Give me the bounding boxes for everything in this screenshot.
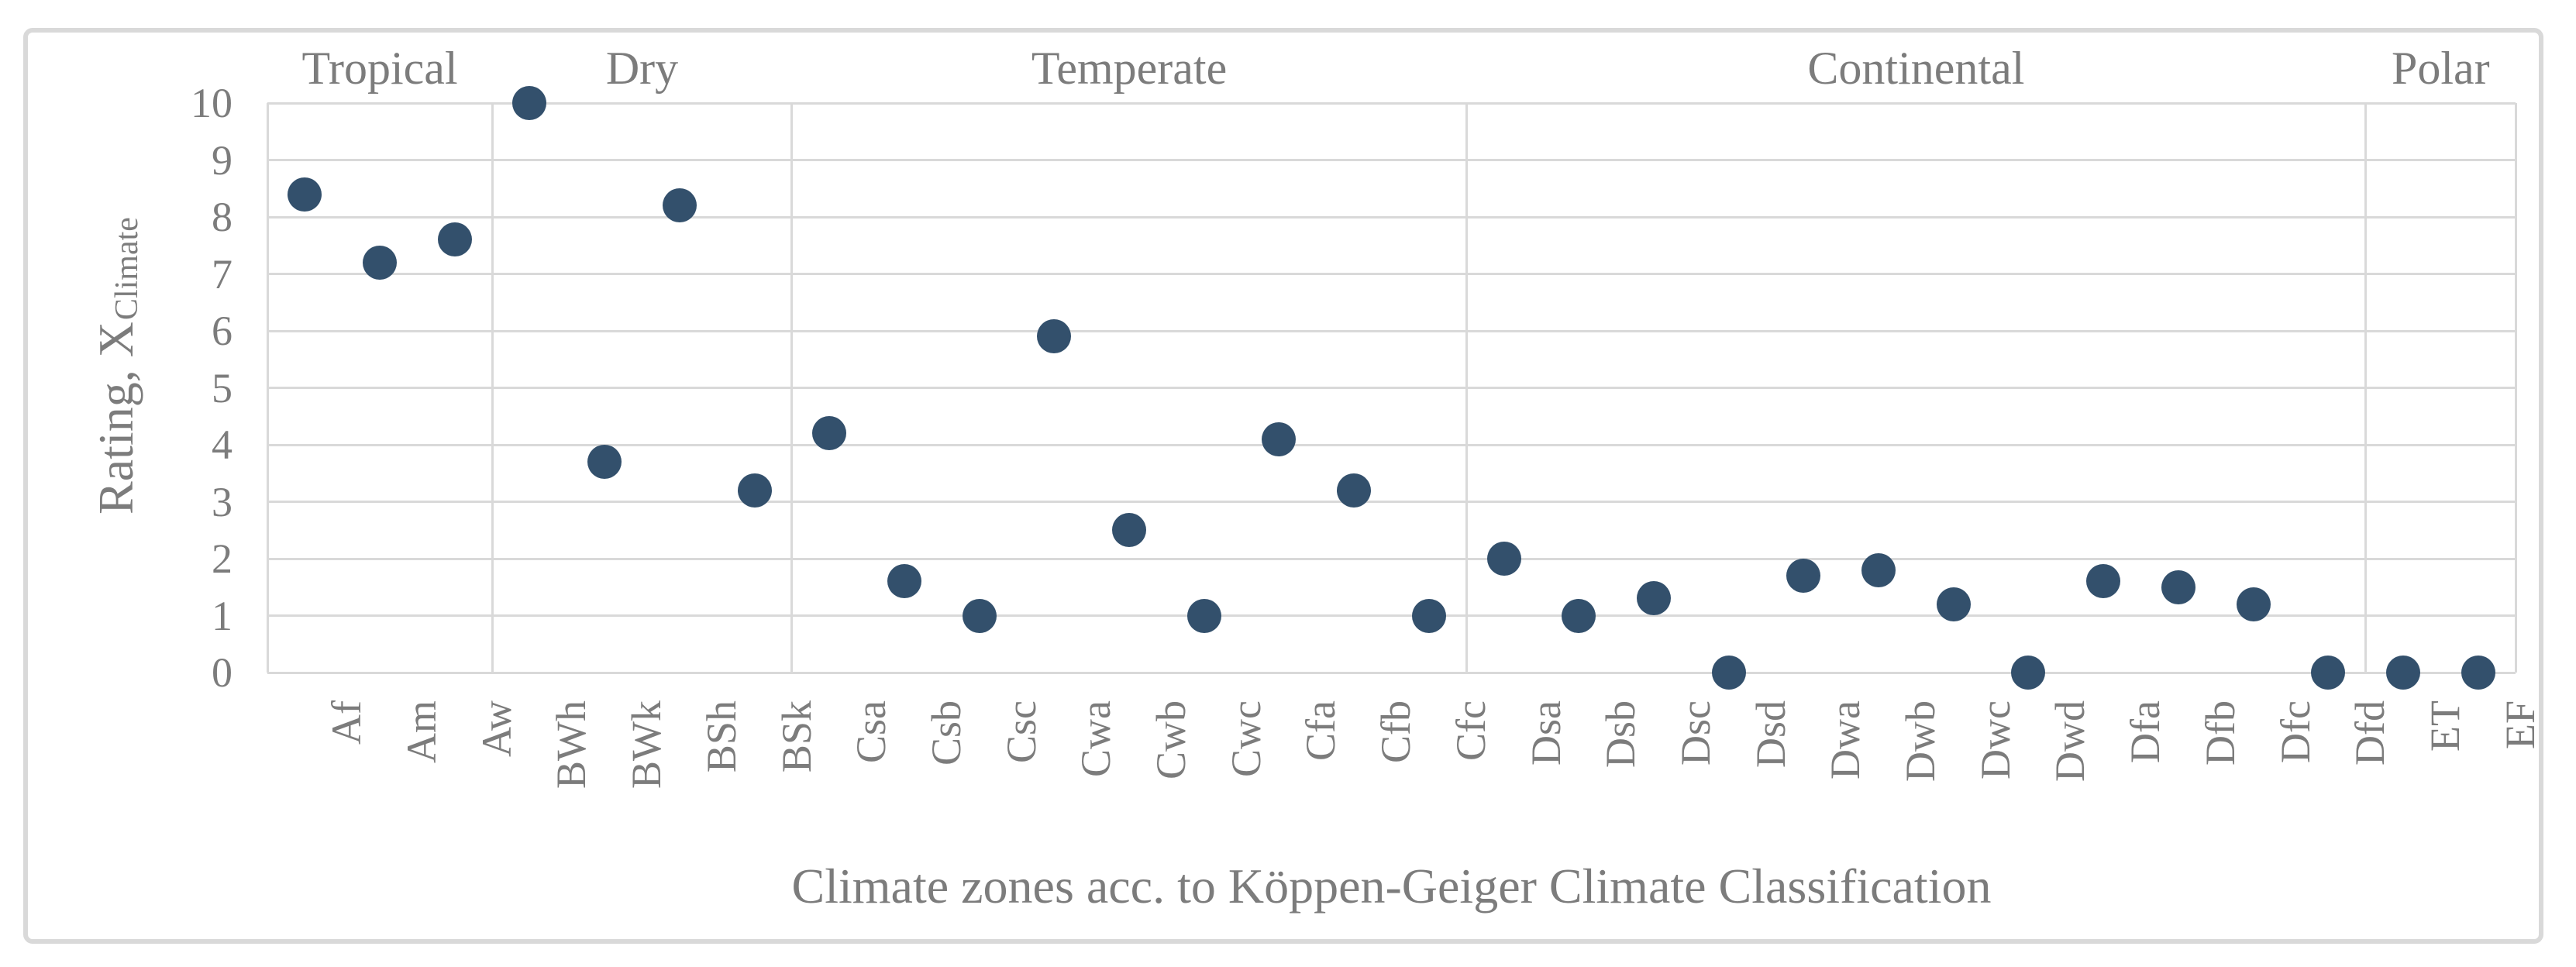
x-tick-label: Csa xyxy=(848,700,895,763)
x-tick-label: BWk xyxy=(623,700,670,789)
data-point xyxy=(2236,587,2271,621)
gridline xyxy=(267,614,2516,617)
x-tick-label: Cfb xyxy=(1372,700,1420,763)
data-point xyxy=(887,564,921,599)
x-tick-label: Dsb xyxy=(1597,700,1644,769)
gridline xyxy=(267,159,2516,161)
x-tick-label: Cfa xyxy=(1297,700,1345,761)
y-tick-label: 3 xyxy=(212,478,232,525)
data-point xyxy=(2011,656,2046,690)
group-label: Polar xyxy=(2391,43,2490,94)
data-point xyxy=(1486,542,1521,576)
x-tick-label: Csc xyxy=(997,700,1045,763)
group-label: Dry xyxy=(605,43,679,94)
data-point xyxy=(2461,656,2495,690)
x-tick-label: Aw xyxy=(473,700,520,758)
data-point xyxy=(288,177,322,212)
data-point xyxy=(1861,552,1896,587)
y-tick-label: 9 xyxy=(212,136,232,184)
x-tick-label: Dwc xyxy=(1972,700,2019,779)
x-tick-label: Dwb xyxy=(1897,700,1944,782)
figure-border xyxy=(23,28,2543,944)
x-tick-label: BWh xyxy=(548,700,595,789)
group-divider xyxy=(491,103,494,673)
gridline xyxy=(267,387,2516,389)
x-tick-label: Cwb xyxy=(1148,700,1195,780)
x-tick-label: Dsd xyxy=(1747,700,1794,769)
data-point xyxy=(363,245,398,280)
data-point xyxy=(1711,656,1746,690)
data-point xyxy=(962,598,997,633)
x-axis-title: Climate zones acc. to Köppen-Geiger Clim… xyxy=(791,859,1992,914)
x-tick-label: EF xyxy=(2496,700,2543,750)
y-tick-label: 0 xyxy=(212,649,232,696)
x-tick-label: Csb xyxy=(922,700,969,766)
data-point xyxy=(1786,559,1821,594)
data-point xyxy=(662,188,697,223)
x-tick-label: Am xyxy=(398,700,446,763)
x-tick-label: Dfb xyxy=(2196,700,2244,766)
data-point xyxy=(1337,473,1372,508)
data-point xyxy=(587,445,622,480)
y-tick-label: 8 xyxy=(212,194,232,240)
y-tick-label: 1 xyxy=(212,592,232,639)
y-axis-title-text: Rating, X xyxy=(88,322,143,514)
data-point xyxy=(1636,581,1671,616)
x-tick-label: Dwd xyxy=(2047,700,2094,782)
gridline xyxy=(267,671,2516,674)
x-tick-label: Dfc xyxy=(2271,700,2319,763)
y-tick-label: 4 xyxy=(212,422,232,468)
y-axis-title: Rating, X Climate xyxy=(84,56,149,676)
x-tick-label: ET xyxy=(2421,700,2468,752)
data-point xyxy=(1186,598,1221,633)
x-tick-label: Dsc xyxy=(1672,700,1719,766)
x-tick-label: Cfc xyxy=(1447,700,1494,761)
data-point xyxy=(1262,422,1297,456)
data-point xyxy=(437,222,472,257)
data-point xyxy=(812,416,847,451)
data-point xyxy=(1411,598,1446,633)
gridline xyxy=(267,329,2516,332)
data-point xyxy=(2385,656,2420,690)
gridline xyxy=(267,557,2516,560)
x-tick-label: Dfd xyxy=(2347,700,2394,766)
gridline xyxy=(267,102,2516,105)
x-tick-label: Af xyxy=(323,700,370,745)
y-tick-label: 7 xyxy=(212,250,232,298)
data-point xyxy=(512,86,547,120)
data-point xyxy=(1037,319,1072,354)
y-tick-label: 5 xyxy=(212,364,232,411)
data-point xyxy=(2161,570,2195,604)
data-point xyxy=(2311,656,2346,690)
group-label: Tropical xyxy=(301,43,458,94)
group-label: Continental xyxy=(1807,43,2025,94)
gridline xyxy=(267,443,2516,446)
gridline xyxy=(267,501,2516,503)
data-point xyxy=(2086,564,2121,599)
y-tick-label: 6 xyxy=(212,308,232,354)
gridline xyxy=(267,215,2516,219)
x-tick-label: BSh xyxy=(697,700,745,773)
y-axis-title-subscript: Climate xyxy=(109,217,145,321)
group-divider xyxy=(266,103,269,673)
group-label: Temperate xyxy=(1031,43,1228,94)
group-divider xyxy=(2364,103,2368,673)
group-divider xyxy=(790,103,794,673)
data-point xyxy=(1936,587,1971,621)
x-tick-label: Dfa xyxy=(2122,700,2169,763)
group-divider xyxy=(1465,103,1468,673)
data-point xyxy=(737,473,772,508)
x-tick-label: Dsa xyxy=(1522,700,1569,766)
y-tick-label: 2 xyxy=(212,535,232,582)
y-tick-label: 10 xyxy=(191,80,232,126)
data-point xyxy=(1562,598,1596,633)
x-tick-label: Cwc xyxy=(1222,700,1269,777)
x-tick-label: Dwa xyxy=(1822,700,1869,779)
x-tick-label: Cwa xyxy=(1073,700,1120,777)
group-divider xyxy=(2514,103,2517,673)
x-tick-label: BSk xyxy=(773,700,820,773)
data-point xyxy=(1112,513,1147,548)
gridline xyxy=(267,273,2516,275)
